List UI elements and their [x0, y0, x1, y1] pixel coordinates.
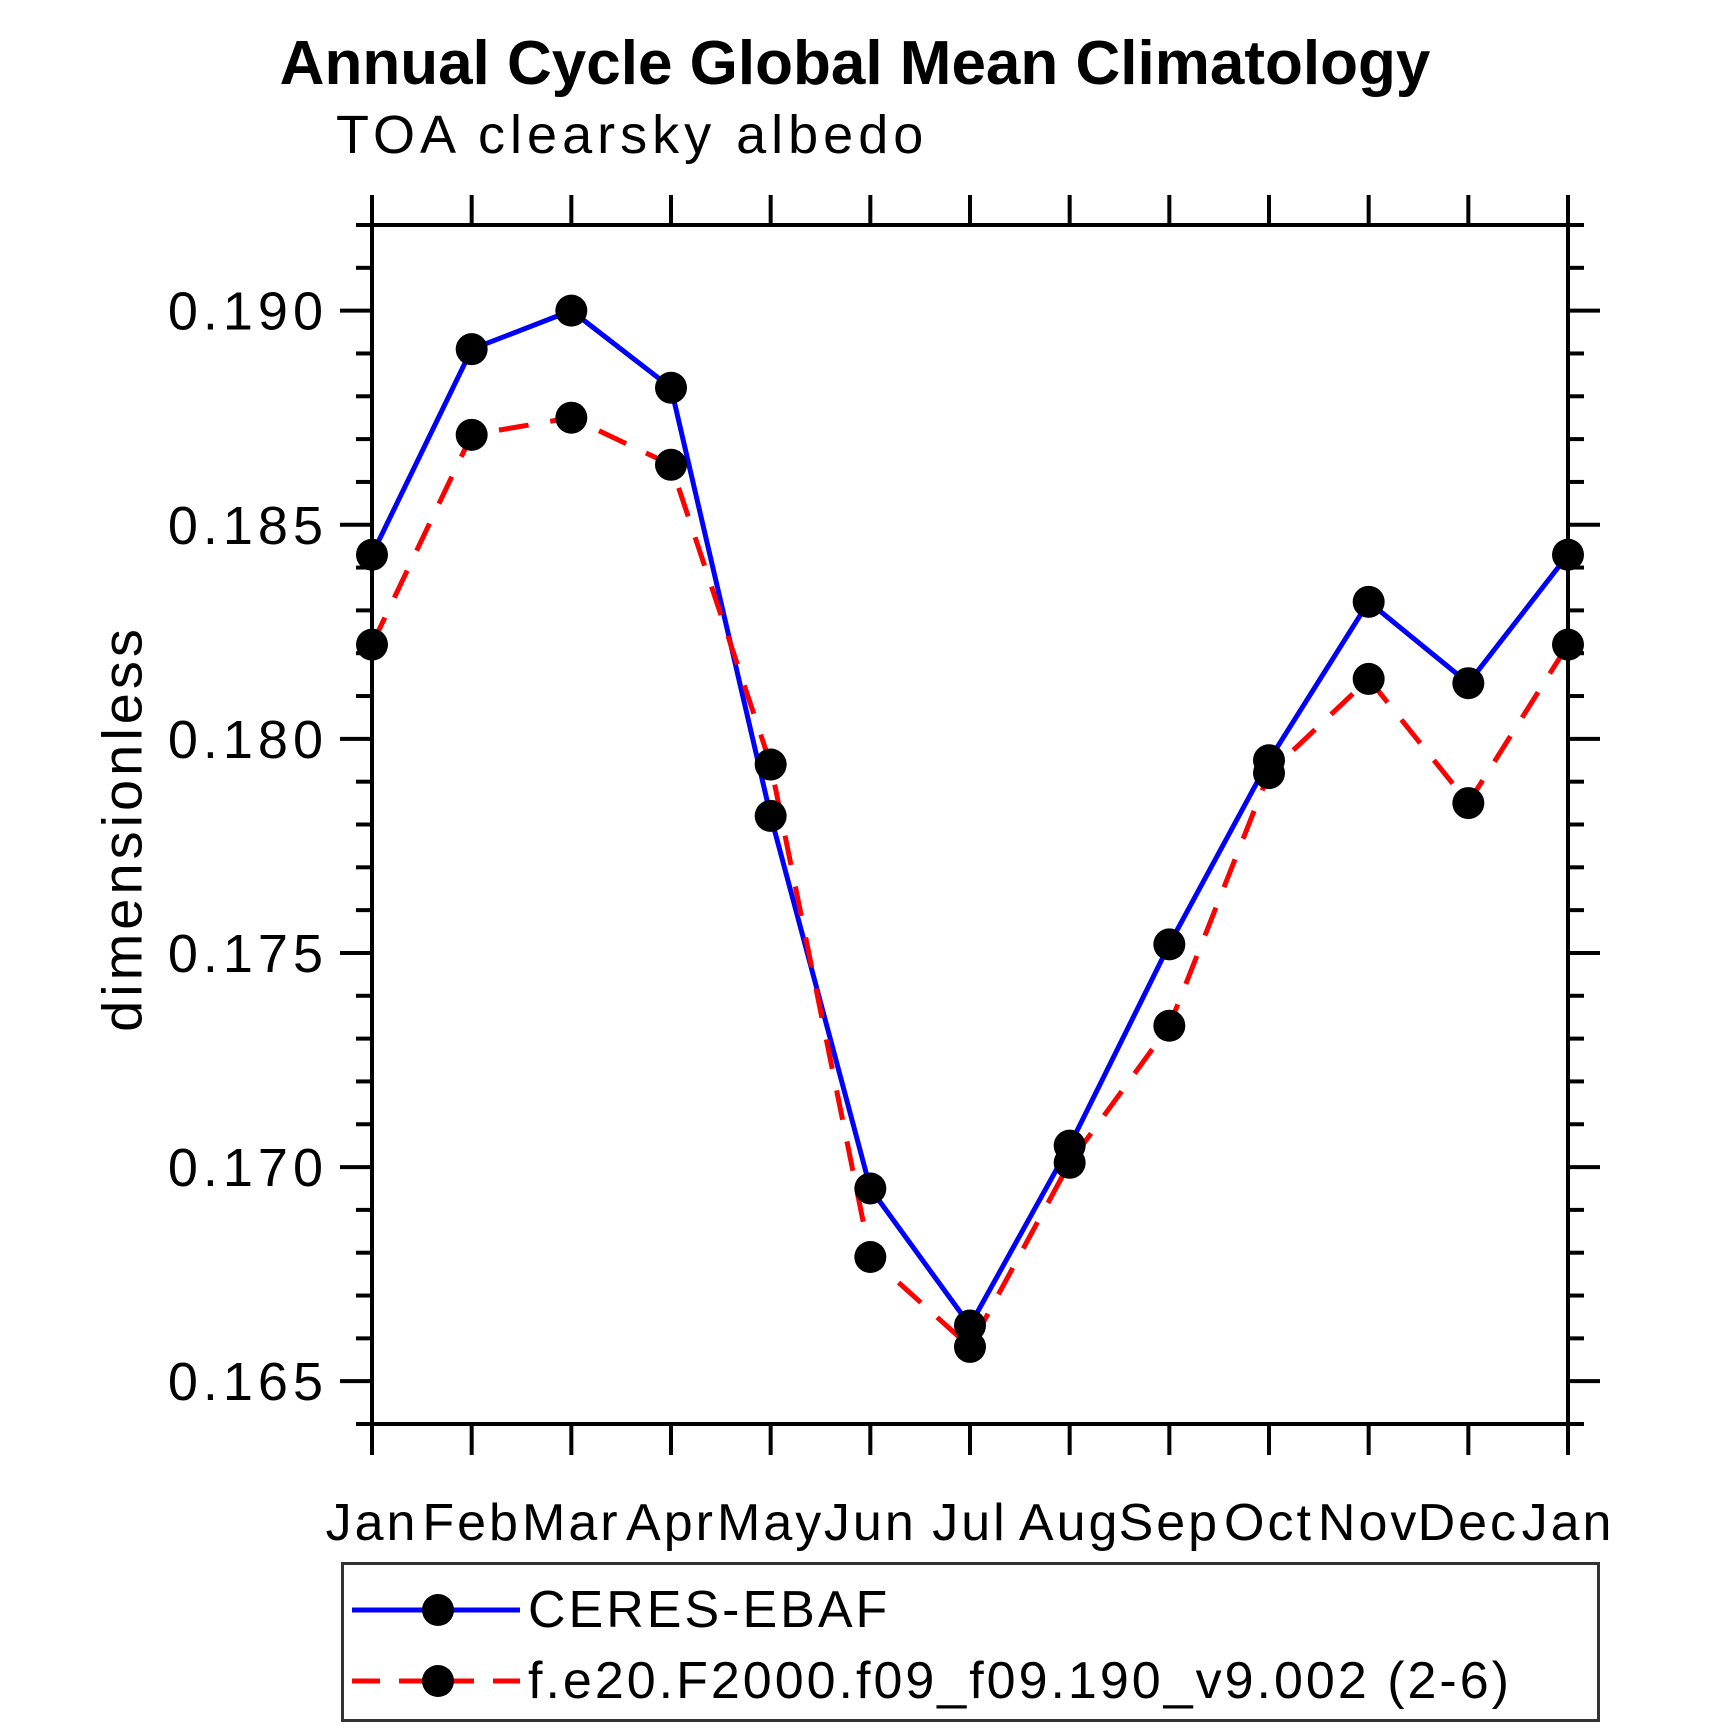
data-point-marker	[1552, 538, 1584, 571]
x-tick-label: Jul	[932, 1494, 1007, 1552]
data-point-marker	[854, 1172, 887, 1205]
x-tick-label: Aug	[1019, 1494, 1121, 1552]
data-point-marker	[455, 418, 488, 451]
x-tick-label: Nov	[1318, 1494, 1419, 1552]
data-point-marker	[1153, 1009, 1186, 1042]
data-point-marker	[555, 294, 588, 327]
series-line-model	[369, 415, 1571, 1351]
x-tick-label: Mar	[522, 1494, 621, 1552]
y-tick-label: 0.175	[168, 924, 328, 984]
legend-label-model: f.e20.F2000.f09_f09.190_v9.002 (2-6)	[528, 1652, 1512, 1710]
data-point-marker	[754, 799, 787, 832]
x-tick-label: Jun	[824, 1494, 917, 1552]
chart-subtitle: TOA clearsky albedo	[336, 105, 929, 165]
x-tick-label: Dec	[1418, 1494, 1519, 1552]
data-point-marker	[754, 748, 787, 781]
data-point-marker	[1253, 757, 1285, 790]
plot-border	[370, 223, 1570, 1426]
data-point-marker	[655, 448, 687, 481]
data-point-marker	[356, 628, 388, 661]
legend: CERES-EBAF f.e20.F2000.f09_f09.190_v9.00…	[341, 1562, 1600, 1722]
x-tick-label: May	[717, 1494, 824, 1552]
data-point-marker	[954, 1330, 986, 1363]
legend-item-model: f.e20.F2000.f09_f09.190_v9.002 (2-6)	[350, 1652, 1512, 1710]
data-point-marker	[655, 371, 687, 404]
x-tick-label: Oct	[1224, 1494, 1314, 1552]
data-point-marker	[555, 401, 588, 434]
x-tick-label: Feb	[422, 1494, 521, 1552]
data-point-marker	[1552, 628, 1584, 661]
data-point-marker	[1053, 1146, 1086, 1179]
y-tick-label: 0.170	[168, 1138, 328, 1198]
data-point-marker	[455, 333, 488, 366]
x-tick-label: Jan	[326, 1494, 419, 1552]
y-tick-label: 0.190	[168, 282, 328, 342]
data-point-marker	[1352, 585, 1385, 618]
y-tick-label: 0.185	[168, 496, 328, 556]
data-point-marker	[1452, 667, 1485, 700]
data-point-marker	[854, 1240, 887, 1273]
legend-item-ceres: CERES-EBAF	[350, 1581, 890, 1639]
x-tick-label: Jan	[1522, 1494, 1615, 1552]
x-tick-label: Sep	[1119, 1494, 1221, 1552]
chart-title: Annual Cycle Global Mean Climatology	[279, 29, 1431, 98]
series-line-ceres	[369, 307, 1570, 1331]
x-tick-label: Apr	[626, 1494, 716, 1552]
y-tick-label: 0.165	[168, 1352, 328, 1412]
legend-line-dashed-icon	[352, 1665, 520, 1697]
legend-label-ceres: CERES-EBAF	[528, 1581, 891, 1639]
data-point-marker	[356, 538, 388, 571]
legend-line-solid-icon	[352, 1594, 520, 1626]
y-tick-label: 0.180	[168, 710, 328, 770]
data-point-marker	[1452, 787, 1485, 820]
data-point-marker	[1352, 662, 1385, 695]
data-point-marker	[1153, 928, 1186, 961]
